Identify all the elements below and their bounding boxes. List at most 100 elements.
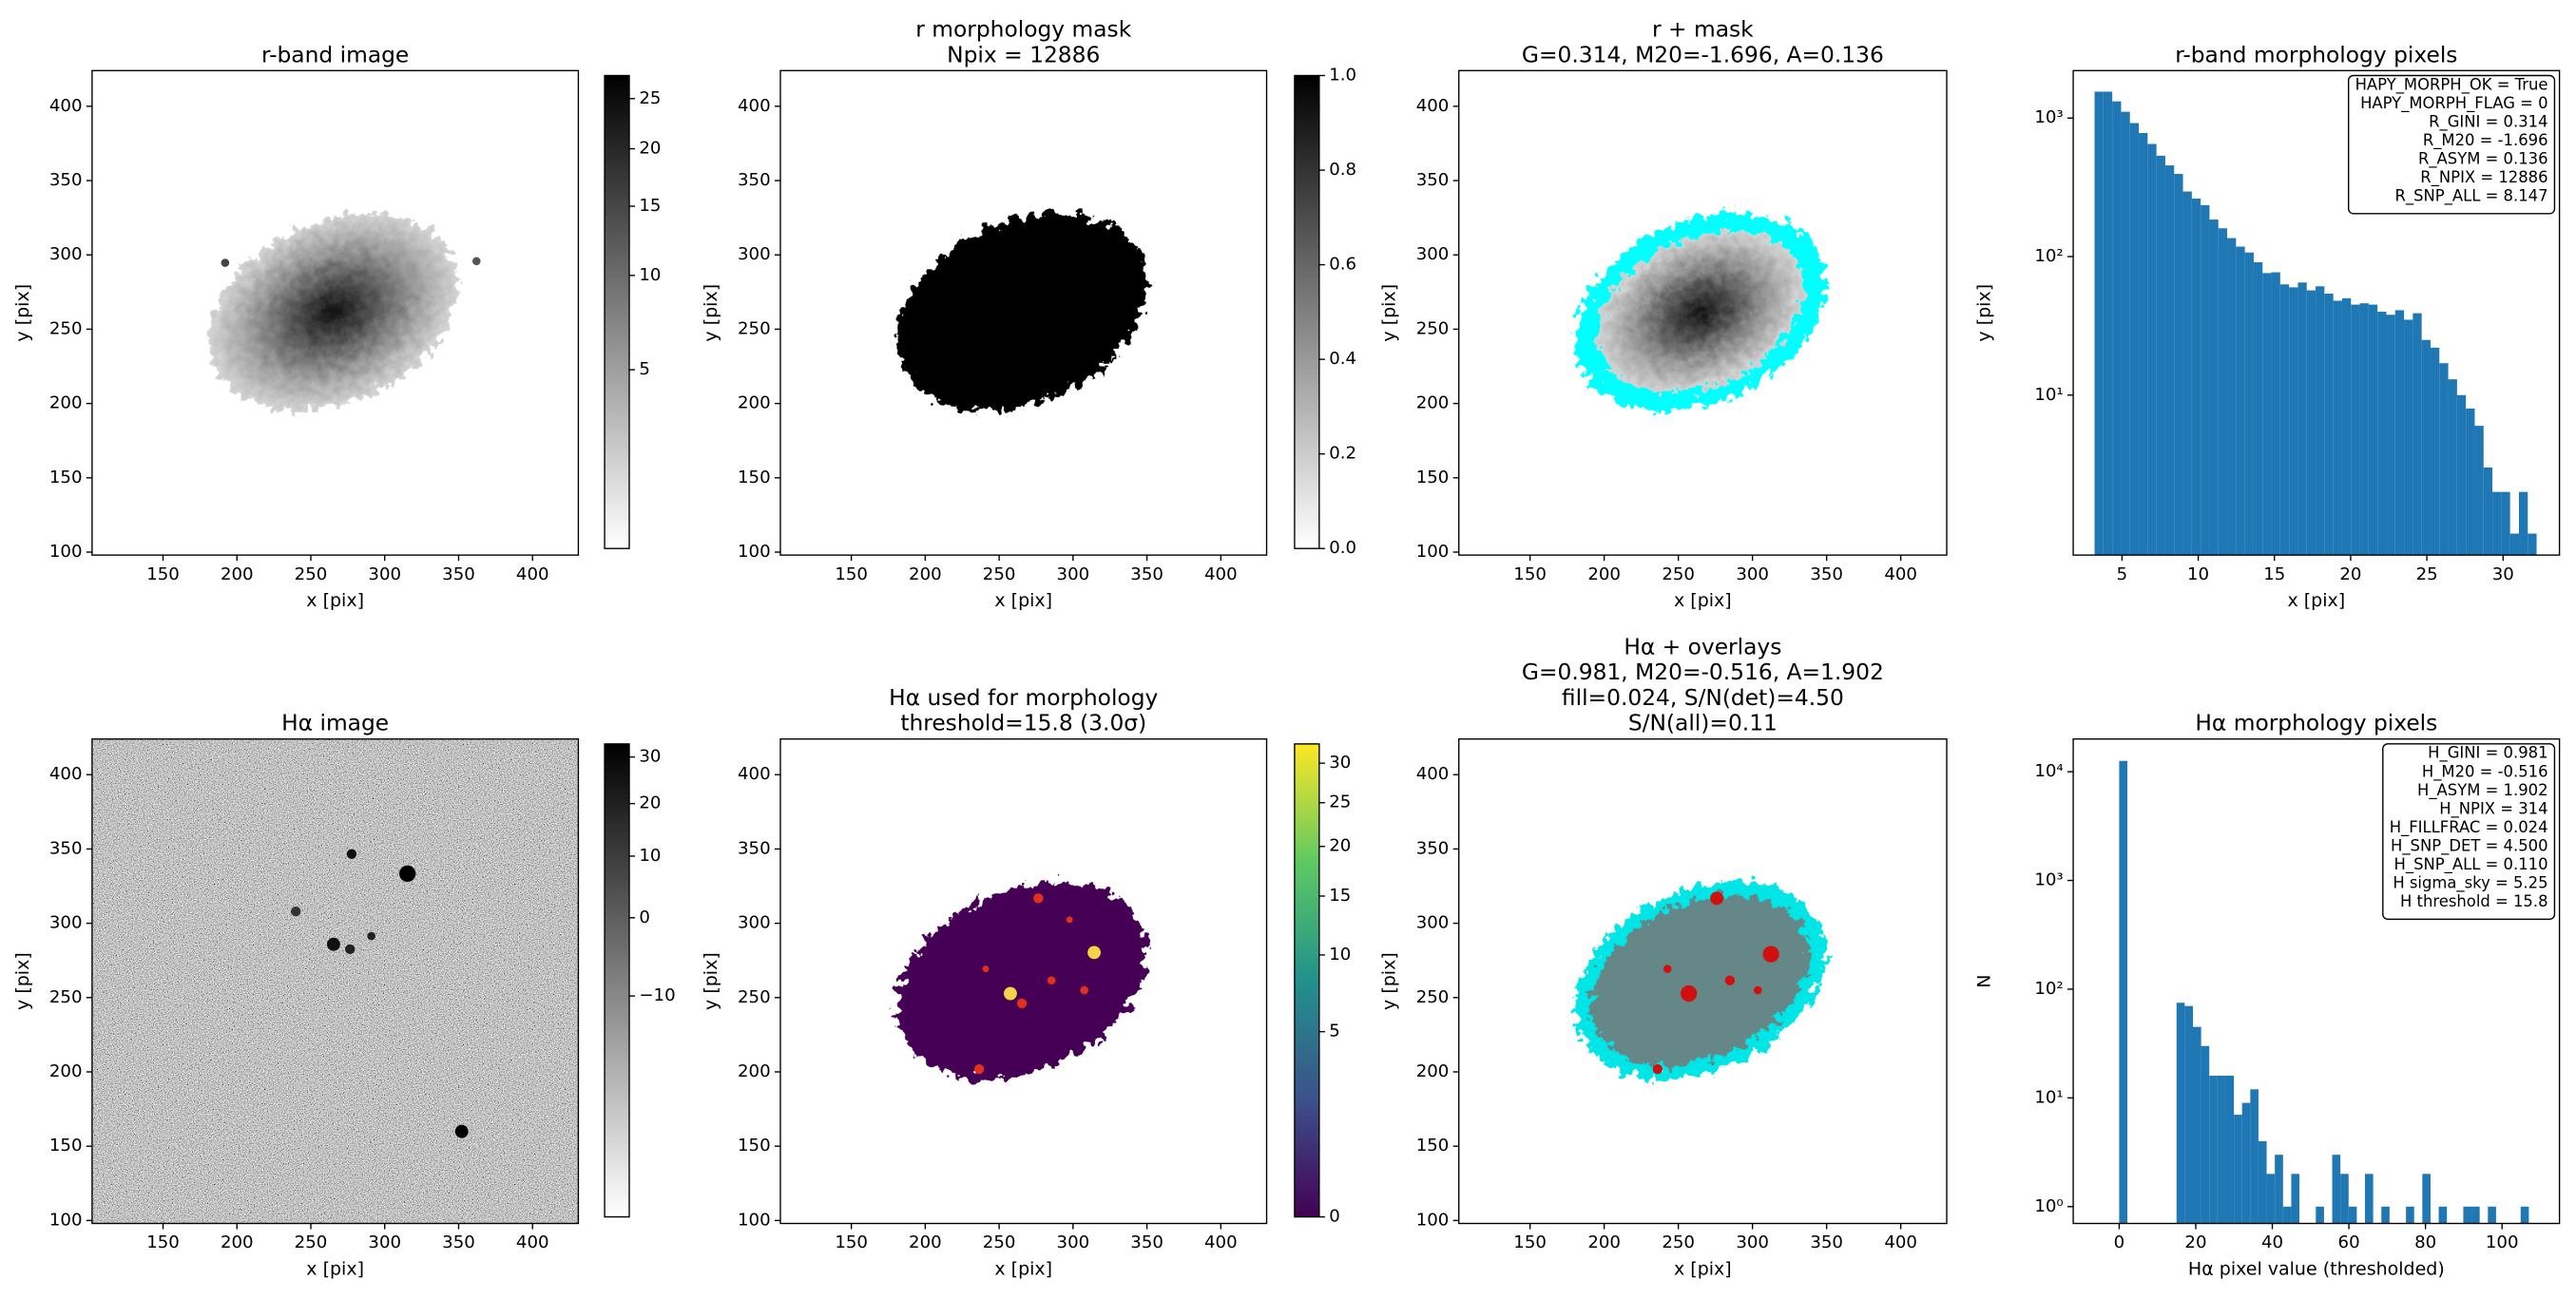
colorbar-tick-label: 0 (639, 907, 650, 927)
panel: 150 200 250 300 350 400 100 150 200 250 300 350 400 r… (701, 15, 1356, 611)
x-axis-label: x [pix] (1674, 1258, 1732, 1279)
x-tick-label: 10 (2187, 564, 2209, 584)
x-tick-label: 40 (2261, 1232, 2283, 1252)
panel-title: S/N(all)=0.11 (1628, 710, 1778, 736)
x-tick-label: 150 (835, 564, 868, 584)
histogram-bar (2332, 1155, 2341, 1224)
histogram-bar (2094, 91, 2104, 556)
colorbar-tick-label: 15 (639, 196, 661, 216)
histogram-bar (2316, 286, 2325, 556)
histogram-bar (2316, 1206, 2324, 1224)
annotation-line: H_M20 = -0.516 (2422, 762, 2548, 781)
colorbar (604, 743, 630, 1218)
y-tick-label: 300 (1416, 913, 1450, 933)
x-tick-label: 60 (2338, 1232, 2360, 1252)
histogram-bar (2262, 273, 2272, 556)
panel-title: Npix = 12886 (947, 41, 1100, 67)
x-tick-label: 250 (295, 1232, 328, 1252)
y-tick-label: 10² (2034, 246, 2063, 266)
halpha-threshold-render (896, 881, 1147, 1079)
halpha-overlay-render (1575, 881, 1826, 1079)
panel: 150 200 250 300 350 400100150200250300350400H… (12, 710, 676, 1280)
colorbar (604, 74, 630, 549)
x-tick-label: 150 (1513, 564, 1547, 584)
y-tick-label: 100 (49, 1210, 83, 1230)
x-axis-label: x [pix] (1674, 590, 1732, 611)
x-tick-label: 300 (368, 1232, 401, 1252)
y-tick-label: 250 (738, 987, 771, 1007)
panel-title: G=0.981, M20=-0.516, A=1.902 (1522, 659, 1884, 685)
x-tick-label: 200 (1587, 1232, 1621, 1252)
histogram-bar (2119, 760, 2128, 1224)
histogram-bar (2488, 1206, 2496, 1224)
colorbar-tick-label: 15 (1329, 886, 1351, 906)
annotation-line: H_ASYM = 1.902 (2417, 781, 2548, 800)
x-tick-label: 350 (442, 1232, 475, 1252)
histogram-bar (2340, 1174, 2349, 1224)
histogram-bar (2501, 491, 2510, 556)
histogram-bar (2439, 363, 2449, 556)
histogram-bar (2438, 1206, 2448, 1224)
x-tick-label: 150 (146, 564, 180, 584)
x-axis-label: Hα pixel value (thresholded) (2188, 1258, 2445, 1279)
panel: 150 200 250 300 350 400 100 150 200 250 300 350 400 r… (1379, 15, 1948, 611)
mask-image-render (896, 213, 1147, 411)
y-tick-label: 300 (738, 913, 771, 933)
overlay-image-render (1575, 213, 1826, 411)
y-tick-label: 100 (1416, 542, 1450, 562)
histogram-bar (2129, 123, 2140, 556)
panel-title: fill=0.024, S/N(det)=4.50 (1562, 684, 1844, 711)
histogram-bar (2448, 379, 2457, 556)
x-axis-label: x [pix] (306, 590, 364, 611)
y-tick-label: 100 (1416, 1210, 1450, 1230)
y-axis-label: y [pix] (1379, 952, 1400, 1010)
panel-title: Hα + overlays (1624, 633, 1781, 659)
y-tick-label: 400 (49, 96, 83, 116)
panel: 150 200 250 300 350 400100150200250300350400H… (1379, 633, 1948, 1279)
annotation-line: HAPY_MORPH_FLAG = 0 (2360, 94, 2547, 113)
annotation-line: R_M20 = -1.696 (2423, 131, 2548, 150)
histogram-bar (2201, 1045, 2210, 1224)
y-tick-label: 350 (1416, 838, 1450, 858)
x-tick-label: 200 (909, 1232, 942, 1252)
x-tick-label: 150 (835, 1232, 868, 1252)
histogram-bar (2236, 246, 2245, 556)
annotation-line: H threshold = 15.8 (2400, 892, 2548, 910)
histogram-bar (2244, 252, 2254, 556)
panel-title: Hα image (281, 710, 389, 736)
histogram-bar (2234, 1115, 2242, 1224)
colorbar-tick-label: 0.6 (1329, 255, 1356, 275)
colorbar-tick-label: 25 (639, 88, 661, 108)
histogram-bar (2253, 261, 2263, 556)
histogram-bar (2421, 339, 2431, 556)
y-tick-label: 200 (738, 393, 771, 413)
histogram-bar (2348, 1206, 2357, 1224)
y-tick-label: 400 (49, 764, 83, 784)
axes-frame (779, 69, 1268, 556)
x-tick-label: 80 (2414, 1232, 2436, 1252)
colorbar-tick-label: 20 (639, 793, 661, 813)
panel-title: r-band morphology pixels (2175, 41, 2457, 67)
histogram-bar (2386, 315, 2395, 556)
halpha-image-render (91, 738, 579, 1224)
x-tick-label: 300 (368, 564, 401, 584)
histogram-bar (2483, 467, 2493, 556)
histogram-bar (2528, 533, 2537, 556)
annotation-line: R_ASYM = 0.136 (2418, 149, 2548, 168)
y-tick-label: 250 (1416, 318, 1450, 338)
x-tick-label: 150 (146, 1232, 180, 1252)
y-tick-label: 10¹ (2034, 385, 2063, 405)
x-tick-label: 5 (2117, 564, 2128, 584)
annotation-line: R_GINI = 0.314 (2429, 112, 2547, 131)
histogram-bar (2176, 1003, 2185, 1224)
panel: 150 200 250 300 350 400 100 150 200 250 300 350 400 r… (12, 41, 662, 611)
y-tick-label: 400 (1416, 96, 1450, 116)
x-tick-label: 250 (983, 1232, 1016, 1252)
x-tick-label: 250 (1662, 564, 1695, 584)
y-tick-label: 400 (738, 96, 771, 116)
y-tick-label: 250 (49, 987, 83, 1007)
x-tick-label: 300 (1736, 1232, 1769, 1252)
histogram-bar (2266, 1174, 2276, 1224)
colorbar-tick-label: 0.8 (1329, 160, 1356, 180)
